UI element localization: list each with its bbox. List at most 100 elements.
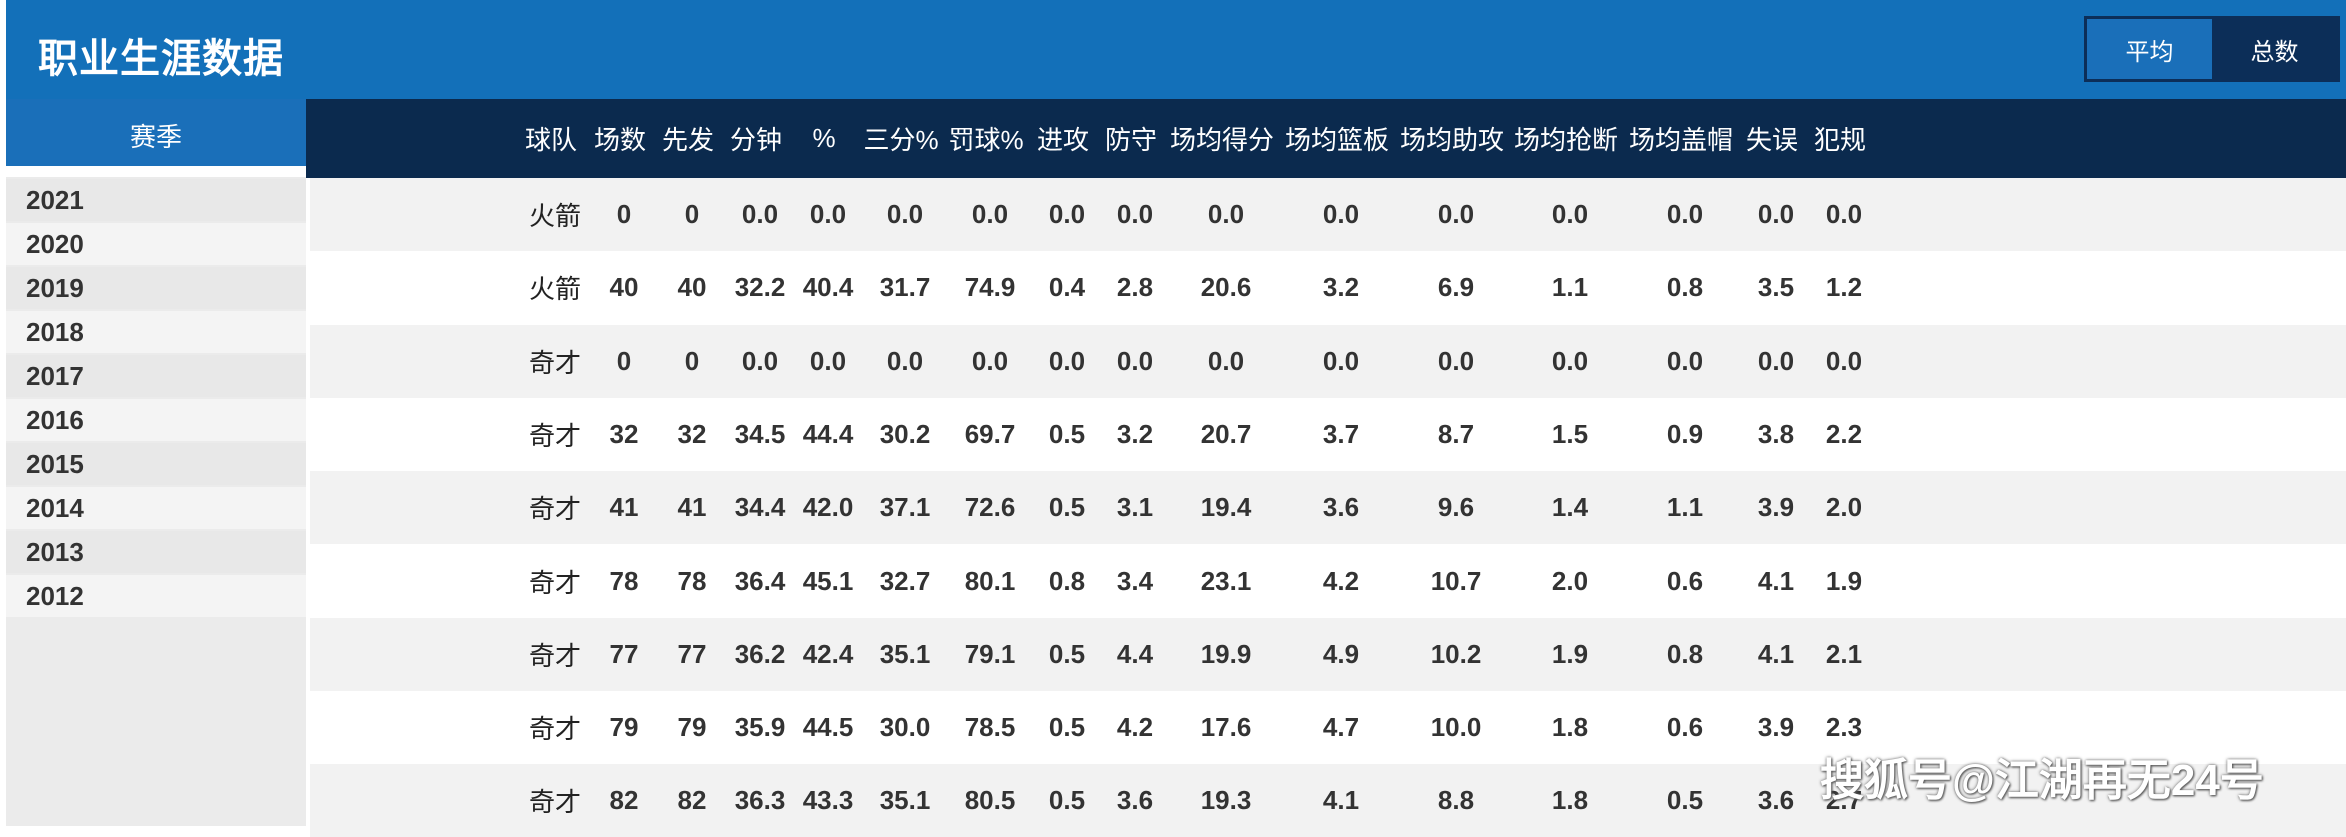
cell-bpg: 0.6 <box>1666 712 1704 743</box>
table-row: 奇才 32 32 34.5 44.4 30.2 69.7 0.5 3.2 20.7 3.7 8.7 1.… <box>310 397 2346 471</box>
cell-apg: 0.0 <box>1437 199 1475 229</box>
cell-minutes: 0.0 <box>741 345 779 376</box>
column-header-offensive[interactable]: 进攻 <box>1036 125 1090 155</box>
column-header-minutes[interactable]: 分钟 <box>729 125 783 155</box>
season-item[interactable]: 2015 <box>6 443 306 485</box>
season-column-header[interactable]: 赛季 <box>6 99 306 172</box>
cell-games: 79 <box>609 712 639 743</box>
cell-three-pct: 37.1 <box>879 492 931 523</box>
cell-three-pct: 30.2 <box>879 418 931 449</box>
cell-minutes: 34.4 <box>734 492 786 523</box>
season-item[interactable]: 2021 <box>6 179 306 221</box>
cell-minutes: 32.2 <box>734 272 786 303</box>
column-header-spg[interactable]: 场均抢断 <box>1513 125 1619 155</box>
cell-minutes: 36.3 <box>734 785 786 816</box>
cell-ppg: 20.7 <box>1200 418 1252 449</box>
cell-rpg: 0.0 <box>1322 345 1360 376</box>
cell-rpg: 3.7 <box>1322 418 1360 449</box>
cell-turnovers: 3.9 <box>1757 712 1795 743</box>
cell-turnovers: 3.9 <box>1757 492 1795 523</box>
season-item[interactable]: 2018 <box>6 311 306 353</box>
cell-fouls: 1.2 <box>1825 272 1863 303</box>
column-header-starts[interactable]: 先发 <box>661 125 715 155</box>
cell-defensive: 3.4 <box>1116 565 1154 596</box>
column-header-rpg[interactable]: 场均篮板 <box>1284 125 1390 155</box>
cell-ft-pct: 74.9 <box>964 272 1016 303</box>
cell-ppg: 17.6 <box>1200 712 1252 743</box>
season-item[interactable]: 2012 <box>6 575 306 617</box>
cell-offensive: 0.4 <box>1048 272 1086 303</box>
cell-ppg: 19.4 <box>1200 492 1252 523</box>
cell-games: 77 <box>609 638 639 669</box>
cell-team: 奇才 <box>528 640 582 671</box>
cell-offensive: 0.5 <box>1048 712 1086 743</box>
season-item[interactable]: 2019 <box>6 267 306 309</box>
cell-three-pct: 0.0 <box>886 345 924 376</box>
cell-rpg: 4.1 <box>1322 785 1360 816</box>
cell-bpg: 0.0 <box>1666 345 1704 376</box>
cell-turnovers: 3.5 <box>1757 272 1795 303</box>
cell-apg: 10.0 <box>1430 712 1482 743</box>
cell-games: 41 <box>609 492 639 523</box>
cell-minutes: 34.5 <box>734 418 786 449</box>
cell-defensive: 3.2 <box>1116 418 1154 449</box>
season-item[interactable]: 2013 <box>6 531 306 573</box>
cell-starts: 78 <box>677 565 707 596</box>
cell-rpg: 4.7 <box>1322 712 1360 743</box>
season-item[interactable]: 2014 <box>6 487 306 529</box>
cell-ft-pct: 79.1 <box>964 638 1016 669</box>
cell-turnovers: 4.1 <box>1757 638 1795 669</box>
season-item[interactable]: 2016 <box>6 399 306 441</box>
cell-fg-pct: 0.0 <box>809 345 847 376</box>
season-item[interactable]: 2017 <box>6 355 306 397</box>
cell-fouls: 2.0 <box>1825 492 1863 523</box>
cell-defensive: 2.8 <box>1116 272 1154 303</box>
column-header-three-pct[interactable]: 三分% <box>863 125 939 155</box>
cell-turnovers: 3.6 <box>1757 785 1795 816</box>
column-header-ft-pct[interactable]: 罚球% <box>948 125 1024 155</box>
cell-ppg: 0.0 <box>1207 345 1245 376</box>
cell-fouls: 2.3 <box>1825 712 1863 743</box>
cell-ppg: 19.3 <box>1200 785 1252 816</box>
cell-apg: 10.7 <box>1430 565 1482 596</box>
cell-offensive: 0.8 <box>1048 565 1086 596</box>
cell-rpg: 4.2 <box>1322 565 1360 596</box>
toggle-average-button[interactable]: 平均 <box>2087 19 2212 79</box>
column-header-games[interactable]: 场数 <box>593 125 647 155</box>
cell-starts: 41 <box>677 492 707 523</box>
cell-defensive: 4.4 <box>1116 638 1154 669</box>
cell-spg: 1.4 <box>1551 492 1589 523</box>
cell-offensive: 0.5 <box>1048 785 1086 816</box>
cell-starts: 0 <box>684 199 700 229</box>
cell-starts: 32 <box>677 418 707 449</box>
cell-offensive: 0.5 <box>1048 418 1086 449</box>
cell-apg: 8.8 <box>1437 785 1475 816</box>
column-header-fg-pct[interactable]: % <box>812 123 836 153</box>
cell-apg: 6.9 <box>1437 272 1475 303</box>
column-header-ppg[interactable]: 场均得分 <box>1169 125 1275 155</box>
column-header-defensive[interactable]: 防守 <box>1104 125 1158 155</box>
cell-offensive: 0.0 <box>1048 345 1086 376</box>
cell-offensive: 0.5 <box>1048 638 1086 669</box>
page-title: 职业生涯数据 <box>38 37 284 81</box>
cell-ft-pct: 72.6 <box>964 492 1016 523</box>
cell-spg: 1.8 <box>1551 785 1589 816</box>
season-item[interactable]: 2020 <box>6 223 306 265</box>
table-row: 奇才 78 78 36.4 45.1 32.7 80.1 0.8 3.4 23.1 4.2 10.7 2… <box>310 544 2346 618</box>
cell-defensive: 4.2 <box>1116 712 1154 743</box>
column-header-fouls[interactable]: 犯规 <box>1813 125 1867 155</box>
cell-spg: 1.5 <box>1551 418 1589 449</box>
cell-ppg: 0.0 <box>1207 199 1245 229</box>
table-row: 奇才 82 82 36.3 43.3 35.1 80.5 0.5 3.6 19.3 4.1 8.8 1.… <box>310 764 2346 837</box>
column-header-team[interactable]: 球队 <box>524 125 578 155</box>
cell-fg-pct: 42.0 <box>802 492 854 523</box>
cell-turnovers: 0.0 <box>1757 199 1795 229</box>
column-header-turnovers[interactable]: 失误 <box>1745 125 1799 155</box>
cell-starts: 0 <box>684 345 700 376</box>
toggle-total-button[interactable]: 总数 <box>2250 38 2299 66</box>
column-header-apg[interactable]: 场均助攻 <box>1399 125 1505 155</box>
column-header-bpg[interactable]: 场均盖帽 <box>1628 125 1734 155</box>
cell-defensive: 3.6 <box>1116 785 1154 816</box>
cell-turnovers: 0.0 <box>1757 345 1795 376</box>
cell-fg-pct: 40.4 <box>802 272 854 303</box>
